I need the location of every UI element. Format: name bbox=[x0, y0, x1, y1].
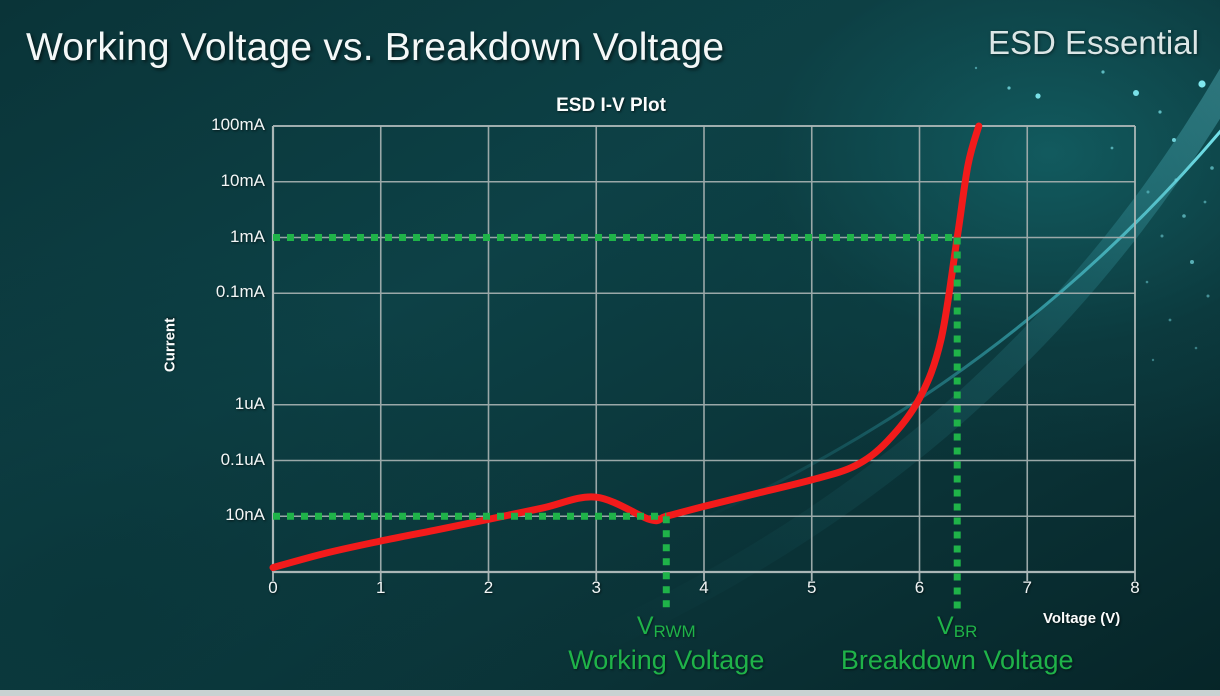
marker-name-vrwm: Working Voltage bbox=[568, 645, 765, 675]
x-tick-label: 5 bbox=[807, 578, 817, 597]
marker-symbol-subscript: BR bbox=[953, 622, 978, 641]
y-tick-label: 1uA bbox=[234, 393, 265, 413]
brand-label: ESD Essential bbox=[988, 24, 1199, 61]
marker-symbol-subscript: RWM bbox=[653, 622, 696, 641]
y-tick-label: 0.1uA bbox=[220, 449, 265, 469]
x-tick-label: 7 bbox=[1022, 578, 1032, 597]
marker-symbol-letter: V bbox=[937, 612, 954, 640]
bottom-bar bbox=[0, 690, 1220, 696]
x-tick-label: 4 bbox=[699, 578, 709, 597]
marker-symbol-letter: V bbox=[636, 612, 654, 640]
x-tick-label: 0 bbox=[268, 578, 278, 597]
marker-symbol-vrwm: VRWM bbox=[606, 612, 726, 642]
y-tick-label: 0.1mA bbox=[215, 282, 265, 302]
chart-title: ESD I-V Plot bbox=[556, 95, 666, 116]
y-tick-label: 10mA bbox=[220, 170, 265, 190]
marker-symbol-vbr: VBR bbox=[897, 612, 1017, 642]
x-tick-label: 6 bbox=[914, 578, 925, 597]
marker-name-vbr: Breakdown Voltage bbox=[840, 645, 1074, 675]
y-tick-label: 1mA bbox=[230, 226, 265, 246]
x-tick-label: 3 bbox=[591, 578, 601, 597]
x-tick-label: 1 bbox=[376, 578, 386, 597]
x-tick-label: 2 bbox=[483, 578, 494, 597]
y-tick-label: 100mA bbox=[211, 115, 265, 134]
y-tick-label: 10nA bbox=[225, 505, 265, 525]
x-tick-label: 8 bbox=[1130, 578, 1140, 597]
iv-curve bbox=[269, 122, 983, 572]
slide-title: Working Voltage vs. Breakdown Voltage bbox=[26, 26, 725, 69]
x-axis-label: Voltage (V) bbox=[1043, 610, 1121, 627]
